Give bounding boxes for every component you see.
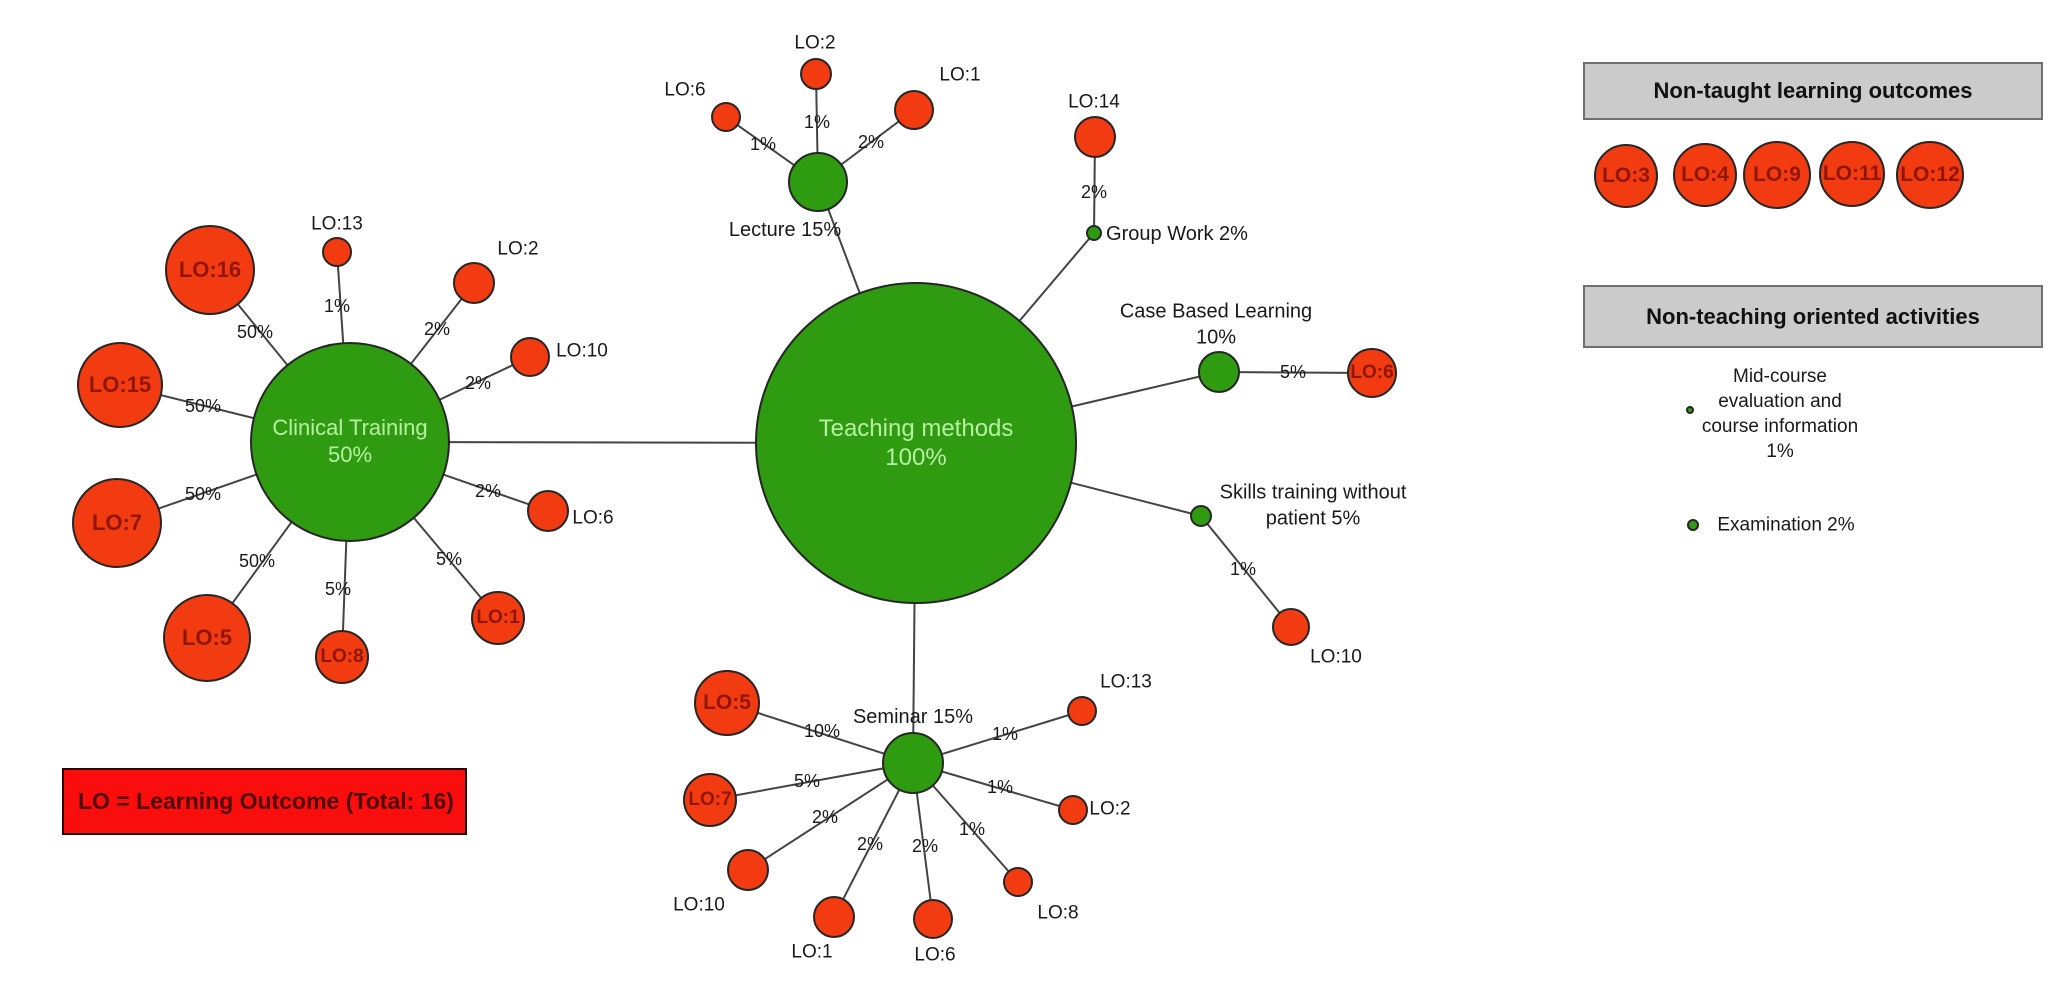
non-taught-learning-outcomes-header: Non-taught learning outcomes: [1583, 62, 2043, 120]
edge-teaching-cbl: [915, 371, 1220, 444]
edge-clinical-c-lo8: [341, 441, 351, 658]
edge-lecture-l-lo1: [817, 109, 915, 183]
edge-seminar-se-lo7: [709, 762, 914, 801]
edge-lecture-l-lo2: [815, 73, 819, 183]
edge-teaching-skills: [915, 442, 1202, 517]
edge-clinical-c-lo5: [206, 441, 351, 639]
edge-teaching-lecture: [817, 181, 917, 444]
edge-seminar-se-lo1: [833, 762, 914, 918]
edge-cbl-cb-lo6: [1218, 371, 1373, 374]
edge-clinical-c-lo7: [116, 441, 351, 524]
edge-seminar-se-lo5: [726, 702, 914, 764]
edge-teaching-groupwork: [915, 232, 1095, 444]
edge-clinical-c-lo15: [119, 384, 351, 443]
edge-lecture-l-lo6: [725, 116, 819, 183]
edge-clinical-c-lo10: [349, 356, 531, 443]
edge-clinical-c-lo16: [209, 269, 351, 443]
edge-teaching-seminar: [912, 442, 917, 764]
non-teaching-oriented-activities-header: Non-teaching oriented activities: [1583, 285, 2043, 348]
edge-clinical-c-lo2: [349, 282, 475, 443]
edge-seminar-se-lo13: [912, 710, 1083, 764]
edge-skills-s-lo10: [1200, 515, 1292, 628]
edge-seminar-se-lo8: [912, 762, 1019, 883]
edge-teaching-clinical: [349, 441, 917, 444]
edge-clinical-c-lo13: [336, 251, 351, 443]
edge-groupwork-g-lo14: [1093, 136, 1096, 234]
edge-seminar-se-lo2: [912, 762, 1074, 811]
legend-box: LO = Learning Outcome (Total: 16): [62, 768, 467, 835]
edge-seminar-se-lo6: [912, 762, 934, 920]
